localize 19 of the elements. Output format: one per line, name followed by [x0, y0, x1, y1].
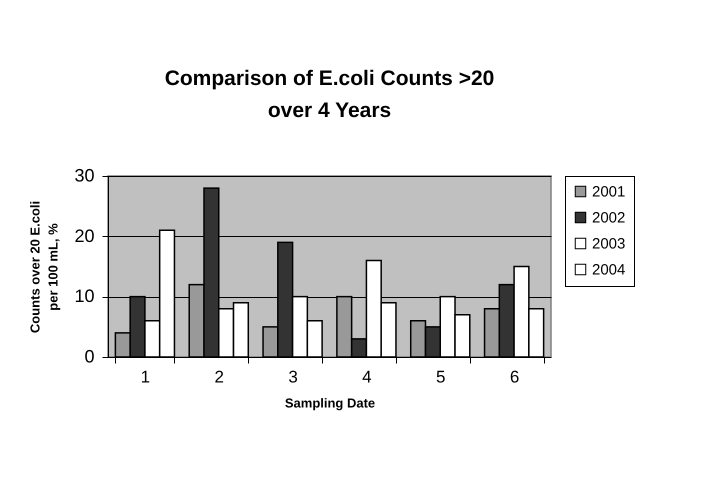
text: Comparison of E.coli Counts >20	[164, 67, 494, 90]
legend-label: 2002	[592, 210, 626, 226]
legend-label: 2003	[592, 236, 626, 252]
x-tick-label: 5	[436, 368, 446, 386]
y-tick-label: 30	[74, 166, 94, 186]
y-tick-label: 0	[84, 346, 94, 366]
x-tick-label: 4	[362, 368, 372, 386]
text: Counts over 20 E.coli	[27, 200, 42, 334]
y-tick-label: 10	[74, 286, 94, 306]
y-tick-label: 20	[74, 226, 94, 246]
legend-label: 2004	[592, 262, 626, 278]
text: over 4 Years	[268, 99, 392, 122]
x-axis-title: Sampling Date	[284, 396, 376, 410]
x-tick-label: 3	[288, 368, 298, 386]
x-tick-label: 1	[140, 368, 150, 386]
legend-label: 2001	[592, 184, 626, 200]
text: per 100 mL, %	[45, 223, 60, 311]
x-tick-label: 6	[510, 368, 520, 386]
x-tick-label: 2	[214, 368, 224, 386]
